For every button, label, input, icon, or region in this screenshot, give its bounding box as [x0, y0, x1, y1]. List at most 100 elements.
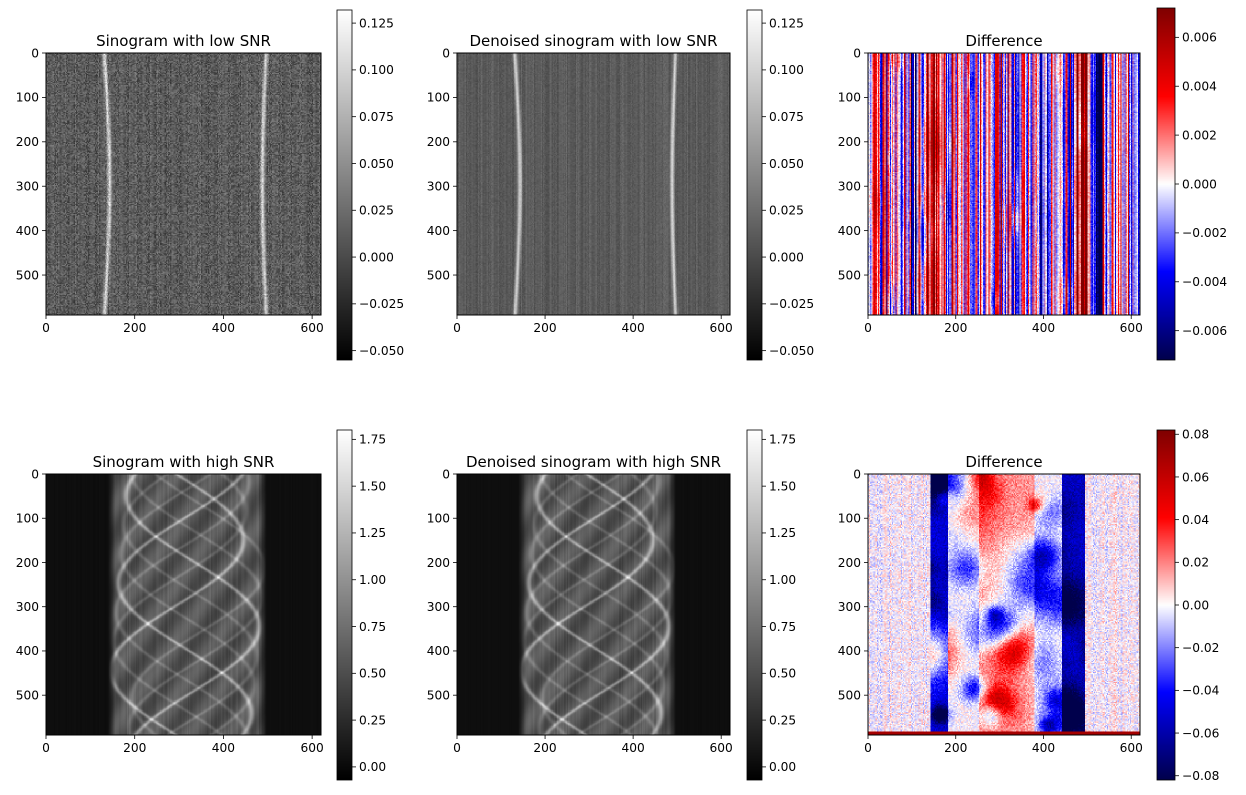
y-tick-label: 100: [427, 512, 450, 526]
panel-title: Denoised sinogram with high SNR: [466, 453, 721, 471]
y-tick-label: 400: [838, 224, 861, 238]
panel-title: Difference: [965, 32, 1042, 50]
subplot-1: Sinogram with low SNR 0 200 400 600 0 100 200 30…: [16, 9, 404, 361]
colorbar-tick-label: −0.02: [1182, 641, 1219, 655]
colorbar-tick-label: 0.25: [359, 713, 386, 727]
y-tick-label: 300: [427, 600, 450, 614]
y-tick-label: 300: [838, 600, 861, 614]
colorbar-tick-label: −0.004: [1182, 275, 1227, 289]
colorbar-tick-label: 1.50: [769, 479, 796, 493]
colorbar-tick-label: 0.08: [1182, 428, 1209, 442]
colorbar-tick-label: 1.75: [359, 433, 386, 447]
subplot-4: Sinogram with high SNR 0 200 400 600 0 100 200 3…: [16, 429, 386, 781]
y-tick-label: 300: [427, 180, 450, 194]
x-tick-label: 600: [1120, 321, 1143, 335]
x-tick-label: 200: [533, 321, 556, 335]
y-tick-label: 100: [16, 512, 39, 526]
heatmap-image: [868, 474, 1140, 735]
x-tick-label: 600: [710, 741, 733, 755]
colorbar-frame: [746, 9, 763, 361]
heatmap-image: [46, 474, 321, 735]
axes-frame: [456, 52, 731, 316]
y-tick-label: 500: [427, 688, 450, 702]
colorbar-tick-label: 1.25: [359, 526, 386, 540]
y-tick-label: 0: [442, 467, 450, 481]
colorbar-tick-label: 0.25: [769, 713, 796, 727]
colorbar-tick-label: −0.050: [769, 344, 814, 358]
y-tick-label: 100: [16, 91, 39, 105]
x-tick-label: 600: [300, 321, 323, 335]
colorbar-tick-label: 0.100: [769, 63, 804, 77]
colorbar-tick-label: −0.050: [359, 344, 404, 358]
panel-title: Sinogram with high SNR: [93, 453, 275, 471]
y-tick-label: 500: [16, 688, 39, 702]
colorbar: −0.050 −0.025 0.000 0.025 0.050 0.075 0.100 0.1…: [746, 9, 814, 361]
x-tick-label: 400: [212, 321, 235, 335]
y-tick-label: 300: [838, 180, 861, 194]
colorbar-tick-label: 0.000: [769, 250, 804, 264]
x-tick-label: 400: [212, 741, 235, 755]
colorbar-tick-label: 0.075: [359, 110, 394, 124]
y-tick-label: 200: [16, 135, 39, 149]
colorbar-tick-label: 0.75: [769, 620, 796, 634]
colorbar-gradient: [337, 430, 352, 780]
y-tick-label: 400: [16, 644, 39, 658]
colorbar-tick-label: 0.075: [769, 110, 804, 124]
x-tick-label: 600: [710, 321, 733, 335]
x-tick-label: 0: [864, 321, 872, 335]
y-tick-label: 400: [838, 644, 861, 658]
x-tick-label: 400: [1032, 741, 1055, 755]
x-tick-label: 200: [123, 321, 146, 335]
axes-frame: [45, 52, 322, 316]
y-tick-label: 0: [442, 46, 450, 60]
y-tick-label: 500: [838, 268, 861, 282]
colorbar: −0.006 −0.004 −0.002 0.000 0.002 0.004 0.006: [1156, 7, 1227, 361]
y-tick-label: 200: [16, 556, 39, 570]
heatmap-image: [46, 53, 321, 315]
heatmap-image: [457, 53, 730, 315]
x-tick-label: 600: [1120, 741, 1143, 755]
colorbar-gradient: [337, 10, 352, 360]
colorbar-tick-label: 0.025: [359, 204, 394, 218]
subplot-5: Denoised sinogram with high SNR 0 200 400 60…: [427, 429, 796, 781]
x-tick-label: 400: [621, 741, 644, 755]
colorbar-tick-label: −0.006: [1182, 324, 1227, 338]
colorbar-tick-label: 0.125: [769, 16, 804, 30]
colorbar-frame: [746, 429, 763, 781]
y-tick-label: 400: [427, 644, 450, 658]
colorbar-tick-label: 0.050: [769, 157, 804, 171]
panel-title: Denoised sinogram with low SNR: [469, 32, 717, 50]
y-tick-label: 0: [31, 467, 39, 481]
subplot-6: Difference 0 200 400 600 0 100 200 300 400 500 −0.0…: [838, 428, 1220, 783]
colorbar: −0.08 −0.06 −0.04 −0.02 0.00 0.02 0.04 0.06 0.08: [1156, 428, 1220, 783]
colorbar-frame: [336, 9, 353, 361]
colorbar-gradient: [747, 430, 762, 780]
axes-frame: [867, 473, 1141, 736]
y-tick-label: 300: [16, 600, 39, 614]
x-tick-label: 200: [533, 741, 556, 755]
colorbar: 0.00 0.25 0.50 0.75 1.00 1.25 1.50 1.75: [746, 429, 796, 781]
y-tick-label: 0: [853, 46, 861, 60]
colorbar-tick-label: −0.08: [1182, 769, 1219, 783]
colorbar-tick-label: 0.050: [359, 157, 394, 171]
colorbar-tick-label: 0.00: [769, 760, 796, 774]
colorbar-tick-label: 0.002: [1182, 128, 1217, 142]
colorbar-gradient: [747, 10, 762, 360]
y-tick-label: 200: [838, 135, 861, 149]
x-tick-label: 600: [300, 741, 323, 755]
colorbar-gradient: [1157, 8, 1175, 360]
colorbar-tick-label: −0.025: [769, 297, 814, 311]
colorbar-tick-label: 0.02: [1182, 556, 1209, 570]
y-tick-label: 200: [427, 556, 450, 570]
colorbar-frame: [336, 429, 353, 781]
y-tick-label: 200: [838, 556, 861, 570]
y-tick-label: 400: [427, 224, 450, 238]
colorbar: −0.050 −0.025 0.000 0.025 0.050 0.075 0.100 0.1…: [336, 9, 404, 361]
y-tick-label: 100: [838, 91, 861, 105]
subplot-3: Difference 0 200 400 600 0 100 200 300 400 500 −0.0…: [838, 7, 1227, 361]
colorbar-tick-label: −0.025: [359, 297, 404, 311]
colorbar-tick-label: 1.00: [359, 573, 386, 587]
colorbar-tick-label: 0.06: [1182, 470, 1209, 484]
heatmap-image: [457, 474, 730, 735]
